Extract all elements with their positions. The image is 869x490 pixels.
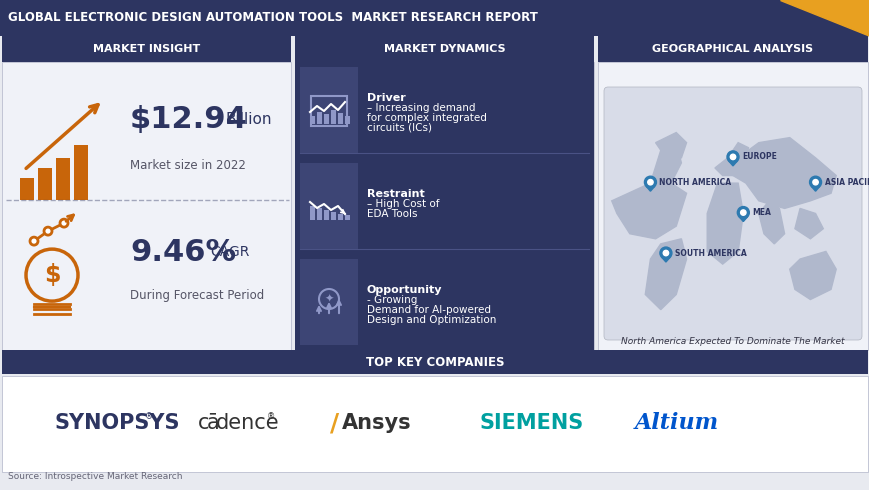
Text: EUROPE: EUROPE	[741, 152, 776, 161]
FancyBboxPatch shape	[2, 62, 290, 350]
Text: Ansys: Ansys	[342, 413, 411, 433]
FancyBboxPatch shape	[338, 113, 342, 124]
FancyBboxPatch shape	[56, 158, 70, 200]
Text: GEOGRAPHICAL ANALYSIS: GEOGRAPHICAL ANALYSIS	[652, 44, 813, 54]
Text: SOUTH AMERICA: SOUTH AMERICA	[674, 248, 746, 258]
Text: CAGR: CAGR	[209, 245, 249, 259]
Text: TOP KEY COMPANIES: TOP KEY COMPANIES	[365, 356, 504, 368]
Circle shape	[736, 207, 748, 219]
Text: $12.94: $12.94	[129, 105, 248, 134]
Text: SYNOPSYS: SYNOPSYS	[55, 413, 180, 433]
Circle shape	[647, 179, 653, 185]
Polygon shape	[739, 217, 746, 221]
Polygon shape	[733, 138, 835, 208]
FancyBboxPatch shape	[20, 178, 34, 200]
FancyBboxPatch shape	[345, 215, 349, 220]
Text: circuits (ICs): circuits (ICs)	[367, 123, 432, 133]
FancyBboxPatch shape	[345, 116, 349, 124]
Polygon shape	[714, 143, 747, 175]
Text: Driver: Driver	[367, 93, 405, 103]
Text: $: $	[43, 263, 60, 287]
Text: – High Cost of: – High Cost of	[367, 199, 439, 209]
Text: Restraint: Restraint	[367, 189, 424, 199]
FancyBboxPatch shape	[309, 206, 315, 220]
FancyBboxPatch shape	[2, 350, 867, 374]
Text: /: /	[329, 411, 339, 435]
FancyBboxPatch shape	[300, 67, 357, 153]
Text: EDA Tools: EDA Tools	[367, 209, 417, 219]
FancyBboxPatch shape	[74, 145, 88, 200]
FancyBboxPatch shape	[330, 110, 335, 124]
Circle shape	[809, 176, 820, 188]
Polygon shape	[811, 186, 819, 191]
Text: – Increasing demand: – Increasing demand	[367, 103, 475, 113]
Text: NORTH AMERICA: NORTH AMERICA	[659, 178, 731, 187]
Polygon shape	[789, 251, 835, 299]
Text: ASIA PACIFIC: ASIA PACIFIC	[824, 178, 869, 187]
Circle shape	[644, 176, 656, 188]
Text: Source: Introspective Market Research: Source: Introspective Market Research	[8, 472, 182, 481]
FancyBboxPatch shape	[2, 36, 290, 62]
Text: - Growing: - Growing	[367, 295, 417, 305]
Text: Opportunity: Opportunity	[367, 285, 442, 295]
FancyBboxPatch shape	[330, 212, 335, 220]
Circle shape	[662, 250, 668, 256]
Circle shape	[812, 179, 818, 185]
FancyBboxPatch shape	[295, 36, 594, 62]
FancyBboxPatch shape	[597, 62, 867, 350]
FancyBboxPatch shape	[295, 62, 594, 350]
FancyBboxPatch shape	[338, 214, 342, 220]
Circle shape	[660, 247, 671, 259]
Circle shape	[726, 151, 738, 163]
Text: MARKET DYNAMICS: MARKET DYNAMICS	[383, 44, 505, 54]
FancyBboxPatch shape	[295, 62, 594, 350]
Text: MARKET INSIGHT: MARKET INSIGHT	[93, 44, 200, 54]
Circle shape	[60, 219, 68, 227]
Text: Billion: Billion	[226, 112, 272, 127]
Text: ✦: ✦	[324, 294, 334, 304]
Text: 9.46%: 9.46%	[129, 238, 235, 267]
FancyBboxPatch shape	[316, 112, 322, 124]
Text: Altium: Altium	[634, 412, 719, 434]
FancyBboxPatch shape	[323, 114, 328, 124]
Text: for complex integrated: for complex integrated	[367, 113, 487, 123]
Polygon shape	[611, 143, 686, 239]
Polygon shape	[655, 132, 686, 158]
FancyBboxPatch shape	[0, 0, 869, 36]
FancyBboxPatch shape	[603, 87, 861, 340]
Text: MEA: MEA	[752, 208, 770, 217]
Polygon shape	[645, 239, 686, 310]
Polygon shape	[661, 257, 669, 262]
FancyBboxPatch shape	[38, 168, 52, 200]
FancyBboxPatch shape	[597, 36, 867, 62]
Text: Demand for AI-powered: Demand for AI-powered	[367, 305, 490, 315]
Text: Design and Optimization: Design and Optimization	[367, 315, 496, 325]
Text: ®: ®	[145, 413, 153, 421]
Text: North America Expected To Dominate The Market: North America Expected To Dominate The M…	[620, 337, 844, 346]
FancyBboxPatch shape	[2, 376, 867, 472]
Polygon shape	[706, 183, 742, 264]
Circle shape	[729, 154, 735, 160]
Text: GLOBAL ELECTRONIC DESIGN AUTOMATION TOOLS  MARKET RESEARCH REPORT: GLOBAL ELECTRONIC DESIGN AUTOMATION TOOL…	[8, 11, 537, 24]
FancyBboxPatch shape	[316, 208, 322, 220]
FancyBboxPatch shape	[300, 163, 357, 249]
Text: dence: dence	[216, 413, 279, 433]
Circle shape	[30, 237, 38, 245]
Text: ®: ®	[267, 413, 275, 421]
FancyBboxPatch shape	[323, 210, 328, 220]
Polygon shape	[728, 161, 736, 166]
Circle shape	[44, 227, 52, 235]
Text: SIEMENS: SIEMENS	[480, 413, 584, 433]
Circle shape	[740, 210, 745, 215]
Polygon shape	[646, 186, 653, 191]
FancyBboxPatch shape	[300, 259, 357, 345]
Text: ā: ā	[207, 413, 220, 433]
Polygon shape	[758, 201, 784, 244]
Polygon shape	[779, 0, 869, 36]
FancyBboxPatch shape	[309, 116, 315, 124]
Text: c: c	[198, 413, 209, 433]
Polygon shape	[794, 208, 822, 239]
Text: Market size in 2022: Market size in 2022	[129, 159, 246, 172]
Text: During Forecast Period: During Forecast Period	[129, 289, 264, 302]
